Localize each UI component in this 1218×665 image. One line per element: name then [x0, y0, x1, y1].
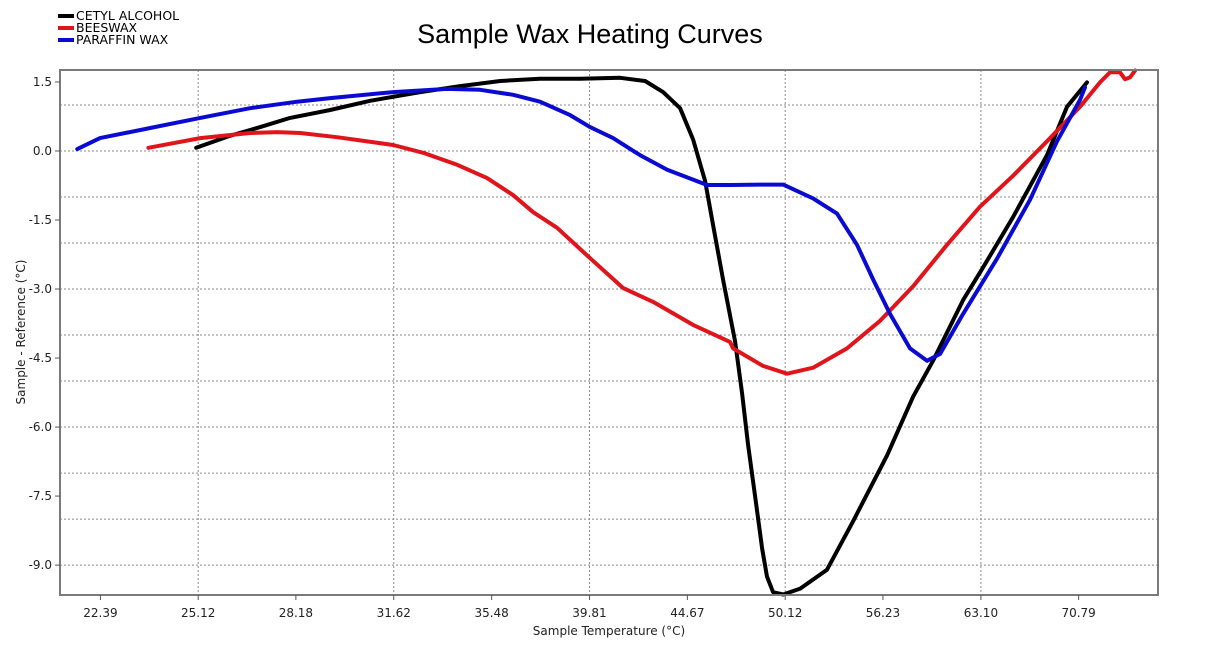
y-tick-label: -6.0 [29, 420, 52, 434]
legend-item-cetyl-alcohol: CETYL ALCOHOL [58, 8, 180, 23]
x-tick-label: 25.12 [181, 606, 215, 620]
y-tick-label: 0.0 [33, 144, 52, 158]
series-line-paraffin-wax [75, 85, 1087, 363]
legend-swatch-cetyl-alcohol [58, 14, 74, 18]
x-tick-label: 70.79 [1061, 606, 1095, 620]
y-tick-label: -1.5 [29, 213, 52, 227]
x-tick-label: 56.23 [866, 606, 900, 620]
x-axis-title: Sample Temperature (°C) [533, 624, 685, 638]
y-tick-label: -7.5 [29, 489, 52, 503]
y-tick-label: -4.5 [29, 351, 52, 365]
series-lines [75, 68, 1138, 597]
legend-label-beeswax: BEESWAX [76, 20, 138, 35]
x-tick-label: 22.39 [83, 606, 117, 620]
x-tick-label: 31.62 [377, 606, 411, 620]
x-axis-ticks: 22.39 25.12 28.18 31.62 35.48 39.81 44.67 50.12… [83, 595, 1096, 620]
x-tick-label: 28.18 [279, 606, 313, 620]
y-axis-title: Sample - Reference (°C) [14, 260, 28, 405]
legend-swatch-beeswax [58, 26, 74, 30]
legend-item-paraffin-wax: PARAFFIN WAX [58, 32, 179, 47]
x-tick-label: 44.67 [670, 606, 704, 620]
legend-label-cetyl-alcohol: CETYL ALCOHOL [76, 8, 180, 23]
y-tick-label: -3.0 [29, 282, 52, 296]
plot-area-frame [59, 69, 1159, 596]
x-tick-label: 63.10 [964, 606, 998, 620]
legend-swatch-paraffin-wax [58, 38, 74, 42]
x-tick-label: 39.81 [572, 606, 606, 620]
x-tick-label: 35.48 [474, 606, 508, 620]
x-tick-label: 50.12 [768, 606, 802, 620]
legend-label-paraffin-wax: PARAFFIN WAX [76, 32, 169, 47]
chart-title: Sample Wax Heating Curves [417, 19, 763, 49]
legend: CETYL ALCOHOL BEESWAX PARAFFIN WAX [58, 8, 180, 47]
y-tick-label: 1.5 [33, 75, 52, 89]
series-line-beeswax [146, 68, 1138, 376]
gridlines [60, 70, 1158, 595]
y-tick-label: -9.0 [29, 558, 52, 572]
y-axis-ticks: 1.5 0.0 -1.5 -3.0 -4.5 -6.0 -7.5 -9.0 [29, 75, 60, 572]
legend-item-beeswax: BEESWAX [58, 20, 179, 35]
